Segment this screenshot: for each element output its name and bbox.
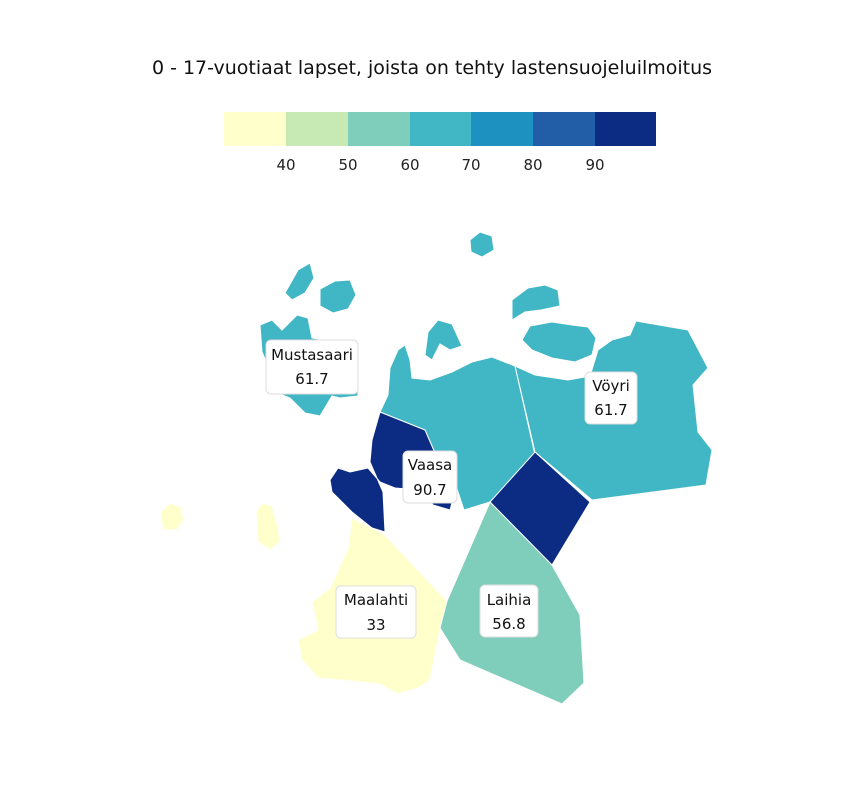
region-label-voyri: Vöyri 61.7 [584, 371, 638, 425]
legend-tick: 90 [585, 156, 604, 174]
legend-tick: 80 [523, 156, 542, 174]
region-label-vaasa: Vaasa 90.7 [402, 450, 458, 504]
label-box [479, 584, 539, 638]
region-label-laihia: Laihia 56.8 [479, 584, 539, 638]
legend-swatch [348, 112, 410, 146]
legend-tick: 60 [400, 156, 419, 174]
region-value: 61.7 [594, 401, 627, 419]
region-label-mustasaari: Mustasaari 61.7 [265, 339, 359, 395]
region-name: Mustasaari [271, 346, 353, 364]
color-legend: 40 50 60 70 80 90 [224, 112, 656, 174]
legend-swatch [224, 112, 286, 146]
region-value: 56.8 [492, 615, 525, 633]
legend-swatch [595, 112, 656, 146]
legend-tick: 70 [461, 156, 480, 174]
legend-swatch [533, 112, 595, 146]
region-name: Laihia [487, 591, 532, 609]
legend-swatch [286, 112, 348, 146]
map-title: 0 - 17-vuotiaat lapset, joista on tehty … [151, 57, 713, 79]
region-value: 33 [366, 616, 385, 634]
legend-tick: 50 [338, 156, 357, 174]
region-name: Vöyri [592, 377, 630, 395]
label-box [335, 585, 417, 639]
region-name: Maalahti [344, 591, 408, 609]
legend-tick: 40 [276, 156, 295, 174]
region-label-maalahti: Maalahti 33 [335, 585, 417, 639]
label-box [584, 371, 638, 425]
label-box [402, 450, 458, 504]
label-box [265, 339, 359, 395]
region-value: 61.7 [295, 370, 328, 388]
region-value: 90.7 [413, 481, 446, 499]
legend-swatch [471, 112, 533, 146]
legend-swatch [410, 112, 471, 146]
region-name: Vaasa [408, 456, 453, 474]
